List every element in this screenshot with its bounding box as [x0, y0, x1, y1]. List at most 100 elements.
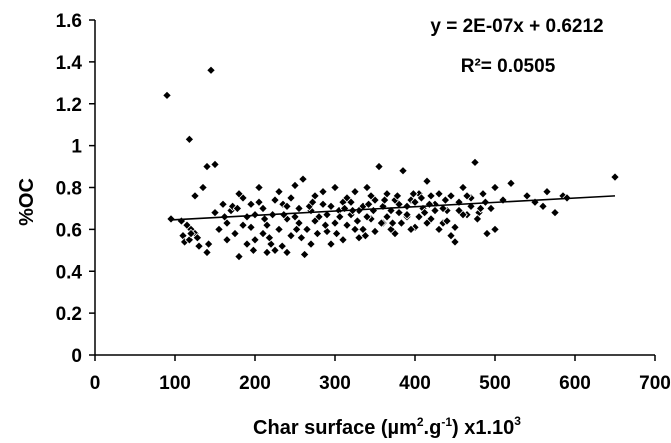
data-point	[326, 201, 336, 212]
data-point	[378, 201, 388, 212]
data-point	[442, 216, 452, 226]
data-point	[320, 220, 331, 230]
data-point	[266, 239, 276, 249]
x-axis-title-sup1: 2	[417, 415, 424, 429]
data-point	[414, 212, 424, 222]
data-point	[350, 186, 360, 197]
data-point	[394, 207, 404, 218]
data-point	[466, 201, 476, 212]
y-tick-label: 0.8	[56, 179, 82, 200]
data-point	[446, 191, 456, 201]
data-point	[242, 239, 252, 249]
data-point	[350, 224, 360, 235]
x-tick-label: 200	[239, 373, 271, 394]
data-point	[282, 201, 292, 212]
data-point	[282, 247, 292, 258]
data-point	[184, 134, 195, 145]
data-point	[330, 182, 340, 193]
data-point	[296, 232, 307, 243]
data-point	[254, 182, 264, 193]
data-point	[306, 239, 316, 249]
data-point	[454, 205, 464, 216]
y-tick-label: 0	[71, 346, 82, 367]
data-point	[298, 174, 308, 184]
data-point	[232, 203, 243, 214]
data-point	[286, 193, 296, 203]
data-point	[222, 235, 232, 245]
data-point	[234, 251, 244, 262]
r-squared-label: R²= 0.0505	[461, 56, 556, 77]
data-point	[222, 218, 232, 228]
data-point	[259, 214, 270, 224]
data-point	[274, 186, 284, 197]
data-point	[234, 189, 244, 199]
data-point	[210, 159, 220, 170]
y-tick-label: 1	[71, 137, 82, 158]
data-point	[406, 224, 416, 235]
data-point	[486, 203, 496, 214]
data-point	[291, 224, 302, 235]
data-points	[162, 65, 620, 262]
data-point	[352, 216, 363, 226]
data-point	[162, 90, 172, 101]
data-point	[398, 165, 408, 176]
data-point	[302, 224, 312, 235]
data-point	[194, 241, 204, 251]
data-point	[462, 191, 472, 201]
data-point	[322, 226, 332, 237]
data-point	[246, 222, 256, 233]
data-point	[434, 189, 444, 199]
data-point	[290, 180, 300, 191]
data-point	[186, 228, 196, 239]
data-point	[376, 218, 387, 228]
data-point	[434, 224, 444, 235]
data-point	[458, 182, 468, 193]
x-axis-title-sup3: 3	[514, 414, 521, 428]
data-point	[392, 191, 403, 201]
data-point	[307, 197, 318, 207]
data-point	[360, 230, 371, 241]
data-point	[472, 214, 483, 224]
data-point	[382, 212, 392, 222]
data-point	[430, 205, 440, 216]
data-point	[475, 203, 486, 214]
data-point	[402, 209, 412, 220]
data-point	[184, 235, 195, 245]
data-point	[386, 205, 396, 216]
data-point	[192, 232, 203, 243]
data-point	[202, 247, 212, 258]
axes	[89, 19, 656, 361]
data-point	[422, 218, 432, 228]
trendline	[170, 195, 616, 221]
data-point	[246, 199, 256, 210]
y-tick-label: 0.2	[56, 304, 82, 325]
data-point	[530, 197, 540, 207]
data-point	[368, 205, 379, 216]
data-point	[478, 189, 488, 199]
data-point	[258, 228, 268, 239]
data-point	[446, 230, 456, 241]
data-point	[379, 195, 390, 205]
data-point	[450, 237, 460, 247]
y-tick-label: 1.4	[56, 53, 83, 74]
data-point	[346, 197, 356, 207]
data-point	[490, 182, 500, 193]
data-point	[166, 214, 176, 224]
data-point	[264, 232, 275, 243]
data-point	[440, 195, 451, 205]
y-tick-label: 1.2	[56, 95, 82, 116]
data-point	[338, 235, 348, 245]
data-point	[450, 222, 460, 233]
data-point	[262, 247, 272, 258]
data-point	[416, 193, 427, 203]
data-point	[254, 197, 264, 207]
data-point	[203, 239, 214, 249]
data-point	[230, 228, 240, 239]
data-point	[218, 199, 228, 210]
data-point	[538, 201, 548, 212]
x-axis-title-sup2: -1	[441, 415, 452, 429]
y-tick-label: 1.6	[56, 11, 82, 32]
data-point	[190, 191, 200, 201]
data-point	[438, 203, 448, 214]
